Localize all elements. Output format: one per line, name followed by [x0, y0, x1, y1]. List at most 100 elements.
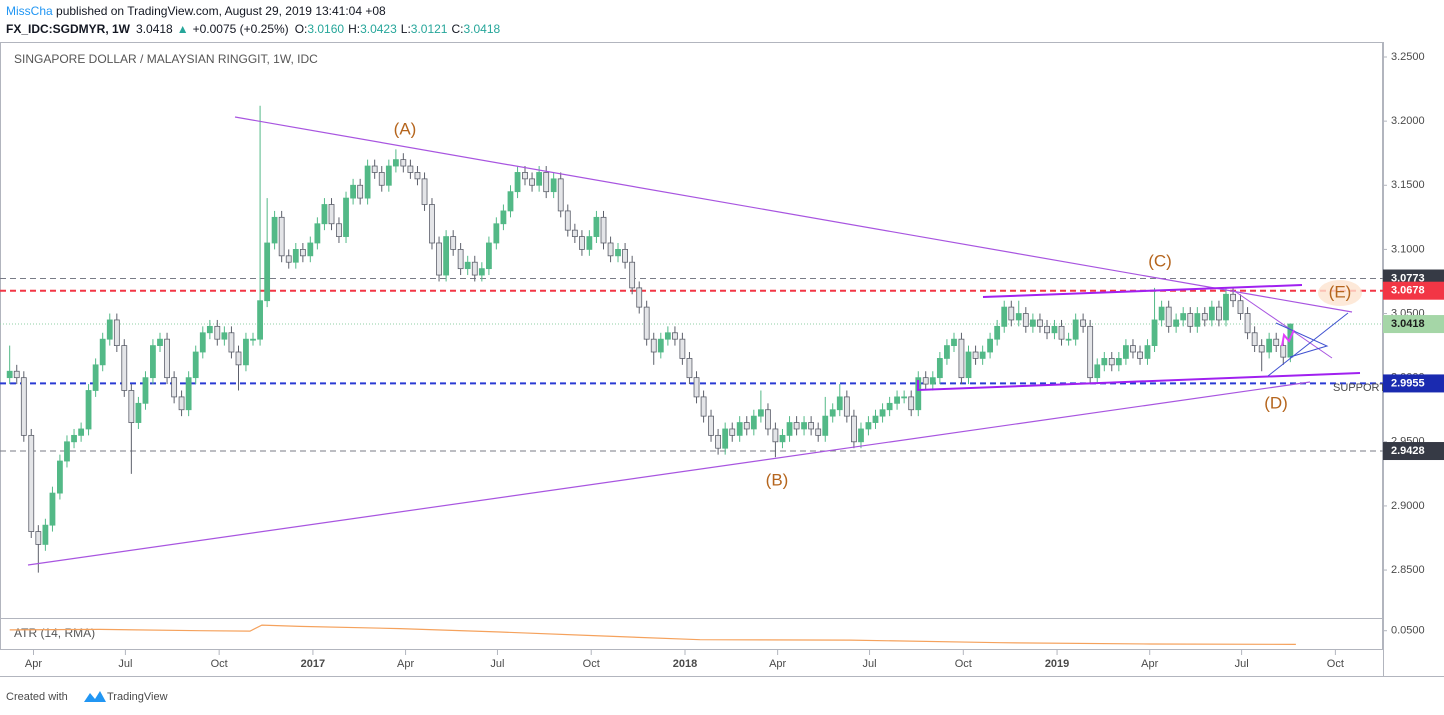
candle-body	[1237, 300, 1244, 314]
price-badge-label: 3.0678	[1391, 285, 1425, 297]
chart-title: SINGAPORE DOLLAR / MALAYSIAN RINGGIT, 1W…	[14, 52, 318, 66]
candle-body	[550, 178, 557, 193]
candle-body	[736, 422, 743, 436]
candle-body	[457, 249, 464, 270]
candle-body	[1015, 313, 1022, 321]
candle-body	[1258, 345, 1265, 353]
ohlc-value: 3.0423	[360, 22, 397, 36]
candle-body	[979, 351, 986, 359]
candle-body	[600, 216, 607, 244]
candle-body	[829, 409, 836, 417]
candle-body	[371, 165, 378, 173]
candle-body	[343, 197, 349, 237]
x-tick-label: Apr	[25, 658, 42, 670]
candle-body	[1029, 319, 1036, 327]
candle-body	[1072, 319, 1079, 340]
candle-body	[529, 178, 535, 186]
candle-body	[1251, 332, 1258, 346]
candle-body	[1094, 364, 1101, 379]
candle-body	[1280, 345, 1287, 358]
candle-body	[886, 402, 893, 411]
candle-body	[593, 216, 600, 237]
candle-body	[908, 396, 915, 411]
candle-body	[471, 261, 478, 276]
candle-body	[808, 422, 815, 430]
candle-body	[1144, 345, 1151, 359]
candle-body	[686, 358, 693, 379]
y-tick-label: 2.8500	[1391, 564, 1425, 576]
published: published on TradingView.com, August 29,…	[53, 4, 386, 18]
candle-body	[936, 358, 943, 379]
y-tick-label: 3.2000	[1391, 115, 1425, 127]
candle-body	[1051, 325, 1058, 334]
candle-body	[436, 242, 442, 276]
candle-body	[872, 415, 879, 423]
price-badge	[1383, 374, 1444, 393]
x-tick-label: Oct	[211, 658, 228, 670]
candle-body	[1001, 306, 1008, 327]
footer-brand[interactable]: TradingView	[107, 691, 168, 703]
ohlc-label: C:	[451, 22, 463, 36]
candle-body	[64, 441, 70, 462]
candle-body	[972, 351, 979, 359]
trendline	[982, 284, 1303, 298]
candle-body	[128, 390, 135, 423]
candle-body	[421, 178, 428, 205]
candle-body	[429, 204, 435, 244]
candle-body	[1101, 358, 1108, 366]
price-badge	[1383, 442, 1444, 461]
candle-body	[307, 242, 314, 257]
candle-body	[1115, 358, 1122, 366]
author[interactable]: MissCha	[6, 4, 53, 18]
last-price: 3.0418	[136, 22, 173, 36]
candle-body	[679, 338, 686, 359]
symbol-line: FX_IDC:SGDMYR, 1W 3.0418 ▲ +0.0075 (+0.25%)…	[6, 22, 501, 36]
candle-body	[292, 249, 299, 263]
candle-body	[206, 325, 213, 334]
candle-body	[1244, 313, 1251, 334]
candle-body	[1122, 345, 1129, 359]
x-tick-label: Jul	[863, 658, 877, 670]
price-badge-label: 2.9428	[1391, 445, 1425, 457]
candle-body	[987, 338, 993, 353]
x-tick-label: Apr	[769, 658, 786, 670]
x-tick-label: Oct	[583, 658, 600, 670]
candle-body	[357, 184, 364, 199]
candle-body	[922, 377, 929, 385]
wave-label: (A)	[394, 119, 417, 138]
candle-body	[557, 178, 564, 212]
candle-body	[750, 415, 757, 430]
candle-body	[57, 460, 63, 494]
candle-body	[1173, 319, 1180, 327]
x-tick-label: 2017	[301, 658, 325, 670]
candle-body	[571, 229, 578, 237]
y-tick-label: 3.1000	[1391, 243, 1425, 255]
candle-body	[1180, 313, 1187, 321]
candle-body	[278, 216, 285, 257]
candle-body	[392, 159, 399, 167]
ohlc-label: H:	[348, 22, 360, 36]
candle-body	[99, 338, 106, 366]
candle-body	[1208, 306, 1215, 321]
candle-body	[464, 261, 471, 270]
candle-body	[350, 184, 356, 199]
candle-body	[414, 172, 421, 180]
candle-body	[321, 204, 328, 225]
candle-body	[1065, 338, 1072, 341]
candle-body	[894, 396, 900, 404]
candle-body	[142, 377, 149, 404]
candle-body	[407, 165, 414, 173]
candle-body	[858, 428, 864, 443]
change: +0.0075 (+0.25%)	[193, 22, 289, 36]
candle-body	[1223, 293, 1229, 321]
candle-body	[243, 338, 249, 366]
candle-body	[715, 434, 722, 449]
change-arrow: ▲	[177, 22, 189, 36]
candle-body	[1080, 319, 1087, 327]
x-tick-label: Oct	[1327, 658, 1344, 670]
label-highlight	[1318, 280, 1362, 306]
x-tick-label: Jul	[490, 658, 504, 670]
